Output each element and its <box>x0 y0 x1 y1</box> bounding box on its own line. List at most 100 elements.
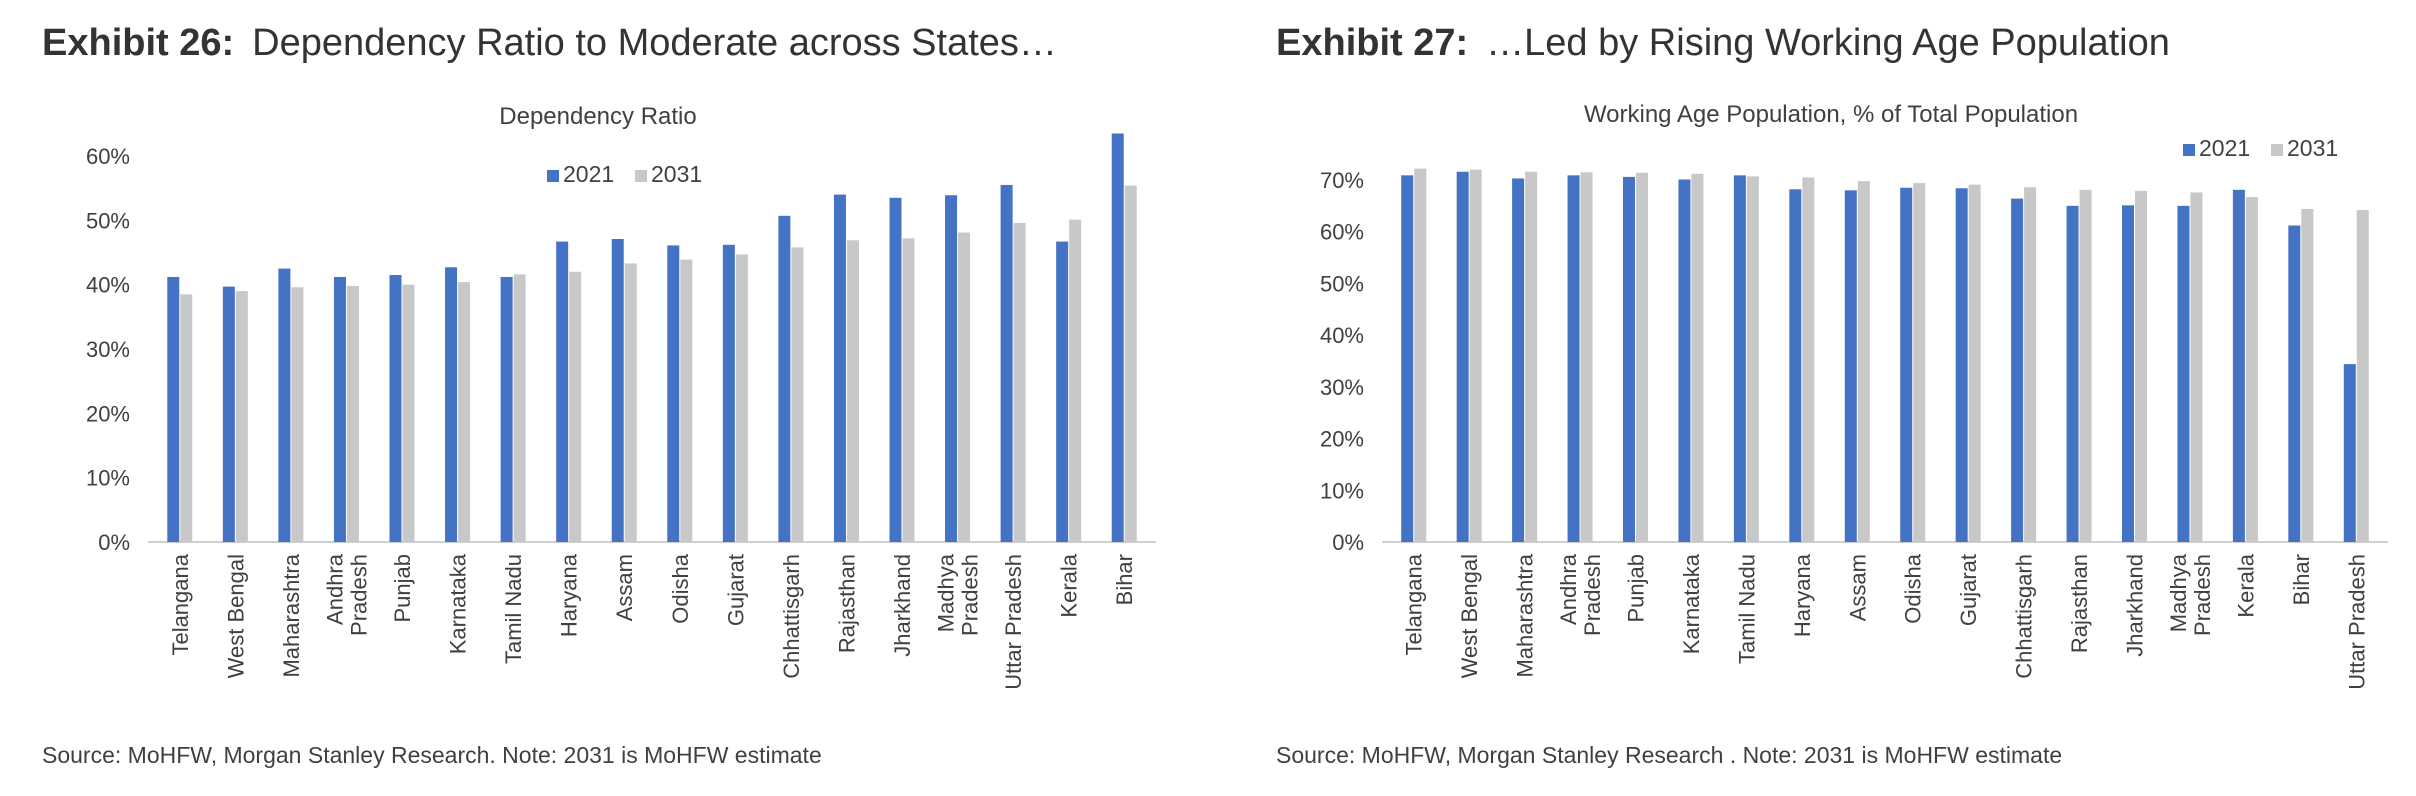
bar-2021-assam <box>1844 190 1857 542</box>
bar-2021-west-bengal <box>1456 171 1469 542</box>
bar-2021-rajasthan <box>833 194 846 542</box>
legend-label-2031: 2031 <box>651 161 702 187</box>
bar-2031-rajasthan <box>846 240 859 542</box>
bar-2031-assam <box>1857 181 1870 542</box>
bar-2031-karnataka <box>1691 173 1704 542</box>
bar-2021-assam <box>611 238 624 543</box>
x-tick-label: MadhyaPradesh <box>2166 553 2215 636</box>
y-tick-label: 30% <box>1320 375 1364 400</box>
bar-2031-punjab <box>402 284 415 542</box>
bar-2031-haryana <box>569 271 582 542</box>
exhibit-title: …Led by Rising Working Age Population <box>1486 22 2170 64</box>
bar-2021-punjab <box>1623 176 1635 542</box>
bar-2021-odisha <box>1900 187 1913 542</box>
bar-2031-odisha <box>1913 183 1926 543</box>
legend-label-2021: 2021 <box>2199 135 2250 161</box>
bar-2031-chhattisgarh <box>2024 187 2037 542</box>
x-tick-label: Bihar <box>2289 554 2314 605</box>
y-tick-label: 0% <box>1332 530 1364 555</box>
x-tick-label: Karnataka <box>446 553 471 654</box>
bar-2021-maharashtra <box>278 268 291 542</box>
bar-2031-haryana <box>1802 177 1815 542</box>
x-tick-label: Kerala <box>2233 553 2258 617</box>
bar-2031-telangana <box>1414 168 1427 542</box>
x-tick-label: Karnataka <box>1679 553 1704 654</box>
bar-2021-chhattisgarh <box>2011 198 2024 543</box>
bar-2021-madhya-pradesh <box>945 195 958 542</box>
bar-2031-jharkhand <box>2135 190 2147 543</box>
x-tick-label: Punjab <box>390 554 415 623</box>
bar-2031-tamil-nadu <box>1746 176 1759 542</box>
x-tick-label: Chhattisgarh <box>2012 554 2037 679</box>
y-tick-label: 30% <box>86 337 130 362</box>
x-tick-label: Assam <box>1845 554 1870 621</box>
y-tick-label: 50% <box>86 208 130 233</box>
legend-swatch-2031 <box>635 170 647 182</box>
chart-title: Working Age Population, % of Total Popul… <box>1584 101 2078 128</box>
bar-2021-andhra-pradesh <box>333 276 346 542</box>
x-tick-label: Assam <box>612 554 637 621</box>
y-tick-label: 20% <box>86 401 130 426</box>
bar-2031-kerala <box>1069 219 1082 542</box>
bar-2021-jharkhand <box>889 197 902 543</box>
bar-2021-telangana <box>167 276 180 542</box>
exhibit-number: Exhibit 27: <box>1276 22 1469 64</box>
x-tick-label: AndhraPradesh <box>322 553 371 636</box>
bar-2021-haryana <box>1789 189 1802 542</box>
x-tick-label: Bihar <box>1112 554 1137 605</box>
y-tick-label: 60% <box>86 144 130 169</box>
bar-2021-tamil-nadu <box>1733 175 1746 542</box>
bar-2031-kerala <box>2245 197 2258 542</box>
y-tick-label: 50% <box>1320 271 1364 296</box>
bar-2021-haryana <box>556 241 569 542</box>
y-tick-label: 70% <box>1320 168 1364 193</box>
y-tick-label: 20% <box>1320 427 1364 452</box>
y-tick-label: 10% <box>86 466 130 491</box>
bar-2031-odisha <box>680 259 693 542</box>
x-tick-label: Tamil Nadu <box>1734 554 1759 664</box>
bar-2031-bihar <box>2301 208 2314 542</box>
x-tick-label: Odisha <box>668 553 693 623</box>
x-tick-label: Kerala <box>1057 553 1082 617</box>
bar-2031-west-bengal <box>1469 169 1482 542</box>
y-tick-label: 40% <box>86 273 130 298</box>
bar-2021-kerala <box>2232 189 2245 542</box>
bar-2031-madhya-pradesh <box>958 232 971 542</box>
x-tick-label: Odisha <box>1901 553 1926 623</box>
y-tick-label: 10% <box>1320 478 1364 503</box>
legend-swatch-2031 <box>2271 144 2283 156</box>
x-tick-label: Telangana <box>1402 553 1427 655</box>
bar-2021-maharashtra <box>1512 178 1525 542</box>
bar-2021-gujarat <box>1955 188 1968 542</box>
bar-2031-andhra-pradesh <box>1580 172 1593 542</box>
bar-2031-bihar <box>1124 185 1137 542</box>
bar-2031-telangana <box>180 294 193 542</box>
y-tick-label: 0% <box>98 530 130 555</box>
legend-label-2031: 2031 <box>2287 135 2338 161</box>
bar-2031-gujarat <box>1968 184 1981 542</box>
working-age-population-chart: Working Age Population, % of Total Popul… <box>1320 101 2388 690</box>
bar-2031-jharkhand <box>902 238 915 542</box>
x-tick-label: Rajasthan <box>2067 554 2092 653</box>
dependency-ratio-chart: Dependency Ratio 2021 2031 0% 10% 20% 30% 40% 50… <box>86 103 1156 690</box>
bar-2021-chhattisgarh <box>778 215 791 542</box>
bar-2021-uttar-pradesh <box>2343 364 2356 542</box>
x-tick-label: Uttar Pradesh <box>1001 554 1026 690</box>
y-tick-label: 60% <box>1320 220 1364 245</box>
x-tick-label: Tamil Nadu <box>501 554 526 664</box>
x-tick-label: Haryana <box>557 553 582 637</box>
bar-2031-punjab <box>1636 172 1648 542</box>
bar-2021-bihar <box>1111 133 1124 542</box>
bar-2031-maharashtra <box>291 287 304 542</box>
bar-2021-telangana <box>1401 175 1414 542</box>
bar-2031-assam <box>624 263 637 542</box>
x-tick-label: AndhraPradesh <box>1556 553 1605 636</box>
chart-title: Dependency Ratio <box>499 103 696 130</box>
bar-2021-rajasthan <box>2066 205 2079 542</box>
x-tick-label: Haryana <box>1790 553 1815 637</box>
legend-swatch-2021 <box>547 170 559 182</box>
source-note: Source: MoHFW, Morgan Stanley Research. … <box>42 742 822 768</box>
x-tick-label: Gujarat <box>1956 554 1981 626</box>
x-tick-label: Maharashtra <box>1513 553 1538 677</box>
y-tick-label: 40% <box>1320 323 1364 348</box>
